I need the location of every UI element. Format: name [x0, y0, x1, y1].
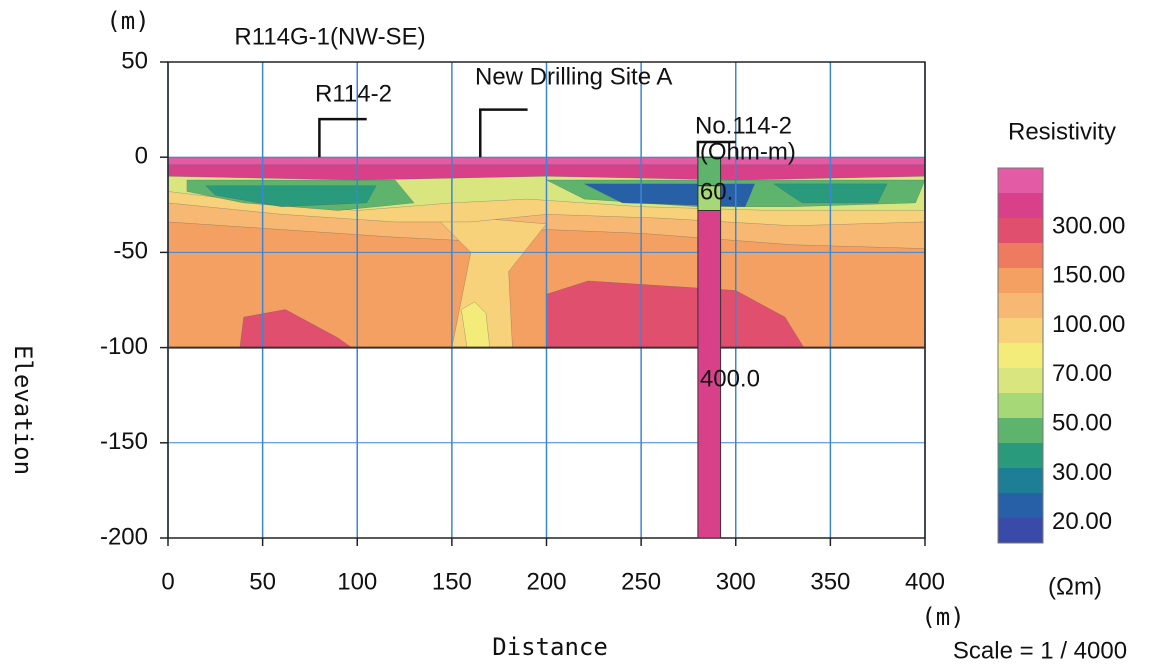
- borehole-unit: (Ohm-m): [700, 139, 796, 166]
- colorbar-band: [998, 518, 1043, 544]
- colorbar-band: [998, 293, 1043, 319]
- colorbar-title: Resistivity: [1008, 118, 1116, 145]
- annotation-bracket: [479, 108, 528, 158]
- colorbar-band: [998, 493, 1043, 519]
- chart-title: R114G-1(NW-SE): [234, 23, 425, 50]
- x-tick-label: 100: [337, 568, 377, 595]
- colorbar-band: [998, 193, 1043, 219]
- scale-note: Scale = 1 / 4000: [953, 637, 1127, 664]
- y-unit: (m): [106, 7, 149, 35]
- y-tick-label: -100: [100, 333, 148, 360]
- x-tick-label: 300: [716, 568, 756, 595]
- x-tick-label: 150: [432, 568, 472, 595]
- annotation: No.114-2: [695, 112, 792, 139]
- x-tick-label: 400: [905, 568, 945, 595]
- colorbar-band: [998, 368, 1043, 394]
- colorbar-unit: (Ωm): [1048, 573, 1102, 600]
- y-tick-label: 0: [135, 143, 148, 170]
- colorbar-band: [998, 443, 1043, 469]
- x-tick-label: 250: [621, 568, 661, 595]
- colorbar-band: [998, 318, 1043, 344]
- annotation-bracket: [696, 140, 736, 158]
- borehole-segment: [697, 210, 722, 539]
- colorbar-label: 300.00: [1052, 212, 1125, 239]
- colorbar-band: [998, 468, 1043, 494]
- contour-band: [461, 301, 491, 348]
- colorbar-label: 20.00: [1052, 508, 1112, 535]
- x-tick-label: 50: [249, 568, 276, 595]
- annotation: New Drilling Site A: [475, 63, 672, 90]
- colorbar-label: 70.00: [1052, 360, 1112, 387]
- colorbar-band: [998, 168, 1043, 194]
- colorbar-label: 50.00: [1052, 410, 1112, 437]
- y-tick-label: -200: [100, 523, 148, 550]
- axes-frame: [167, 61, 926, 539]
- colorbar-label: 100.00: [1052, 311, 1125, 338]
- x-tick-label: 350: [810, 568, 850, 595]
- annotation: R114-2: [315, 80, 392, 107]
- colorbar-band: [998, 393, 1043, 419]
- y-tick-label: -150: [100, 428, 148, 455]
- colorbar-band: [998, 243, 1043, 269]
- y-tick-label: 50: [121, 47, 148, 74]
- y-tick-label: -50: [113, 238, 148, 265]
- x-unit: (m): [921, 603, 964, 631]
- contour-band: [205, 185, 377, 207]
- colorbar-label: 150.00: [1052, 262, 1125, 289]
- colorbar-band: [998, 418, 1043, 444]
- borehole-label: 400.0: [700, 365, 760, 392]
- borehole-label: 60.: [700, 179, 733, 206]
- x-axis-label: Distance: [492, 633, 608, 661]
- y-axis-label: Elevation: [9, 345, 37, 475]
- x-tick-label: 200: [526, 568, 566, 595]
- colorbar-band: [998, 343, 1043, 369]
- x-tick-label: 0: [161, 568, 174, 595]
- colorbar-band: [998, 268, 1043, 294]
- colorbar-label: 30.00: [1052, 459, 1112, 486]
- annotation-bracket: [318, 117, 367, 158]
- colorbar-frame: [997, 167, 1044, 544]
- colorbar-band: [998, 218, 1043, 244]
